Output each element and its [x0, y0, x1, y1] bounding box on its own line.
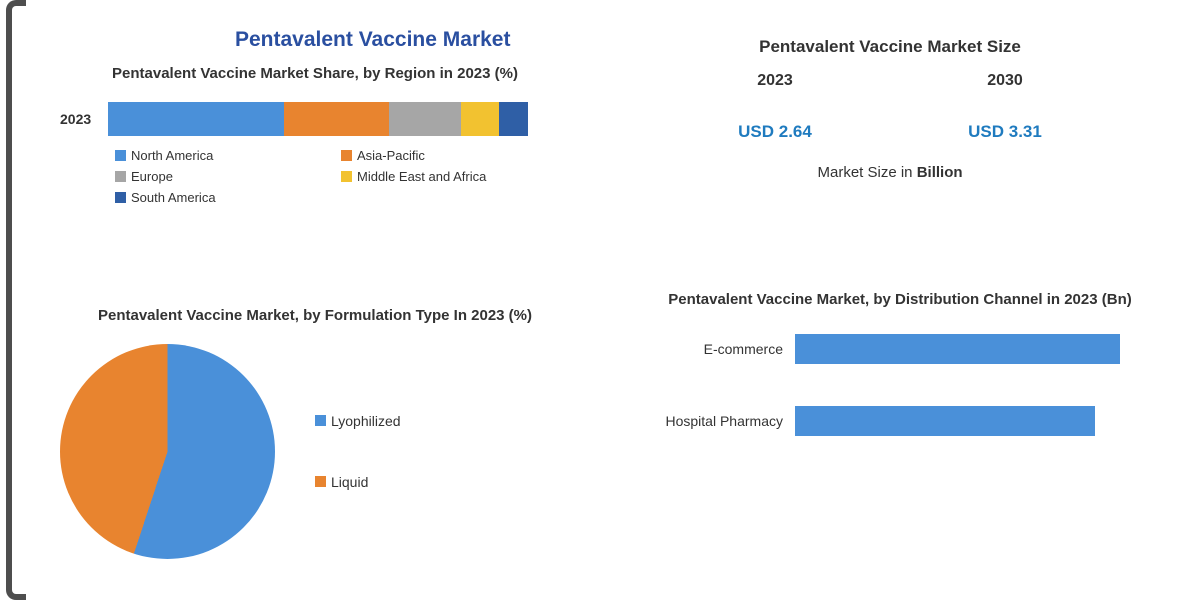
market-size-panel: Pentavalent Vaccine Market Size 2023 2030…: [660, 36, 1120, 181]
legend-item: Europe: [115, 169, 315, 184]
region-chart-title: Pentavalent Vaccine Market Share, by Reg…: [60, 64, 570, 84]
stacked-segment: [284, 102, 389, 136]
distribution-bar-chart: Pentavalent Vaccine Market, by Distribut…: [640, 290, 1160, 478]
stacked-bar-row: 2023: [60, 102, 570, 136]
dist-track: [795, 334, 1160, 364]
legend-label: Asia-Pacific: [357, 148, 425, 163]
legend-swatch: [341, 171, 352, 182]
legend-swatch: [315, 476, 326, 487]
market-size-values-row: USD 2.64 USD 3.31: [660, 104, 1120, 142]
size-year: 2023: [757, 72, 793, 90]
legend-item: Asia-Pacific: [341, 148, 541, 163]
dist-label: Hospital Pharmacy: [640, 413, 795, 429]
legend-item: Middle East and Africa: [341, 169, 541, 184]
legend-label: Lyophilized: [331, 413, 401, 429]
legend-item: Lyophilized: [315, 413, 401, 429]
dist-rows: E-commerce Hospital Pharmacy: [640, 334, 1160, 436]
unit-bold: Billion: [917, 164, 963, 181]
dist-label: E-commerce: [640, 341, 795, 357]
stacked-bar: [108, 102, 528, 136]
formulation-pie-chart: Pentavalent Vaccine Market, by Formulati…: [60, 306, 570, 559]
dist-bar: [795, 334, 1120, 364]
legend-label: Middle East and Africa: [357, 169, 486, 184]
legend-label: North America: [131, 148, 213, 163]
legend-swatch: [115, 150, 126, 161]
legend-item: South America: [115, 190, 315, 205]
legend-swatch: [315, 415, 326, 426]
dist-row: Hospital Pharmacy: [640, 406, 1160, 436]
size-year: 2030: [987, 72, 1023, 90]
legend-swatch: [115, 192, 126, 203]
unit-prefix: Market Size in: [817, 164, 916, 181]
legend-label: Europe: [131, 169, 173, 184]
market-size-unit: Market Size in Billion: [660, 164, 1120, 181]
pie-chart-title: Pentavalent Vaccine Market, by Formulati…: [60, 306, 570, 326]
legend-item: Liquid: [315, 474, 401, 490]
legend-label: South America: [131, 190, 216, 205]
pie-graphic: [60, 344, 275, 559]
legend-swatch: [115, 171, 126, 182]
legend-item: North America: [115, 148, 315, 163]
stacked-segment: [461, 102, 499, 136]
dist-track: [795, 406, 1160, 436]
legend-label: Liquid: [331, 474, 368, 490]
market-size-title: Pentavalent Vaccine Market Size: [660, 36, 1120, 58]
size-value: USD 3.31: [968, 122, 1042, 142]
region-share-chart: Pentavalent Vaccine Market Share, by Reg…: [60, 64, 570, 205]
stacked-segment: [108, 102, 284, 136]
dist-row: E-commerce: [640, 334, 1160, 364]
size-value: USD 2.64: [738, 122, 812, 142]
stacked-bar-year-label: 2023: [60, 111, 108, 127]
region-legend: North America Asia-Pacific Europe Middle Ea…: [115, 148, 555, 205]
dist-chart-title: Pentavalent Vaccine Market, by Distribut…: [640, 290, 1160, 310]
left-bracket-decor: [0, 0, 26, 600]
page-title: Pentavalent Vaccine Market: [235, 28, 510, 52]
pie-legend: Lyophilized Liquid: [315, 413, 401, 490]
dist-bar: [795, 406, 1095, 436]
stacked-segment: [499, 102, 528, 136]
market-size-years-row: 2023 2030: [660, 72, 1120, 90]
legend-swatch: [341, 150, 352, 161]
stacked-segment: [389, 102, 460, 136]
